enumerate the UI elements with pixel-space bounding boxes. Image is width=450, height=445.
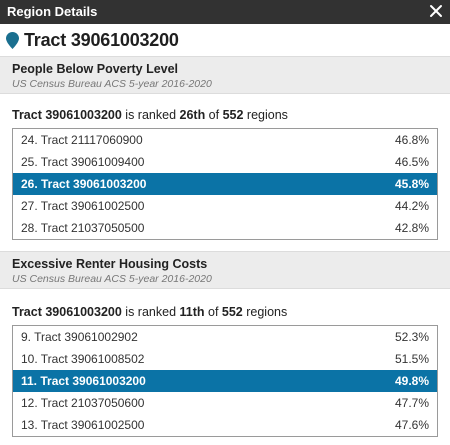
ranking-row[interactable]: 25. Tract 39061009400 46.5%	[13, 151, 437, 173]
ranking-row[interactable]: 24. Tract 21117060900 46.8%	[13, 129, 437, 151]
ranking-row[interactable]: 12. Tract 21037050600 47.7%	[13, 392, 437, 414]
region-name: Tract 39061003200	[24, 30, 179, 50]
ranking-row-name: 26. Tract 39061003200	[21, 177, 147, 191]
rank-summary: Tract 39061003200 is ranked 11th of 552 …	[12, 305, 287, 319]
ranking-row-value: 49.8%	[394, 374, 429, 388]
rank-text: is ranked	[121, 108, 180, 122]
rank-total: 552	[222, 108, 244, 122]
ranking-row-value: 52.3%	[394, 330, 429, 344]
ranking-row-name: 24. Tract 21117060900	[21, 133, 143, 147]
ranking-row[interactable]: 28. Tract 21037050500 42.8%	[13, 217, 437, 239]
rank-summary: Tract 39061003200 is ranked 26th of 552 …	[12, 108, 288, 122]
ranking-row-name: 11. Tract 39061003200	[21, 374, 146, 388]
ranking-row-value: 44.2%	[394, 199, 429, 213]
region-header: Tract 39061003200	[0, 24, 450, 56]
rank-value: 11th	[179, 305, 205, 319]
section-title: Excessive Renter Housing Costs	[12, 257, 208, 271]
ranking-row-name: 9. Tract 39061002902	[21, 330, 138, 344]
ranking-row-value: 47.7%	[394, 396, 429, 410]
ranking-row-name: 25. Tract 39061009400	[21, 155, 145, 169]
section-title: People Below Poverty Level	[12, 62, 179, 76]
ranking-row[interactable]: 13. Tract 39061002500 47.6%	[13, 414, 437, 436]
ranking-row-value: 51.5%	[394, 352, 429, 366]
window-titlebar: Region Details	[0, 0, 450, 24]
map-pin-icon	[6, 32, 19, 54]
rank-region: Tract 39061003200	[12, 108, 122, 122]
rank-region: Tract 39061003200	[12, 305, 122, 319]
section-header-renter-costs: Excessive Renter Housing Costs US Census…	[0, 251, 450, 289]
ranking-row[interactable]: 27. Tract 39061002500 44.2%	[13, 195, 437, 217]
ranking-row-value: 46.8%	[394, 133, 429, 147]
window-title: Region Details	[7, 4, 98, 19]
rank-value: 26th	[179, 108, 206, 122]
ranking-list[interactable]: 24. Tract 21117060900 46.8% 25. Tract 390…	[12, 128, 438, 240]
ranking-row-name: 12. Tract 21037050600	[21, 396, 145, 410]
rank-text: is ranked	[121, 305, 180, 319]
ranking-list[interactable]: 9. Tract 39061002902 52.3% 10. Tract 3906…	[12, 325, 438, 437]
rank-text: of	[205, 108, 223, 122]
ranking-row[interactable]: 10. Tract 39061008502 51.5%	[13, 348, 437, 370]
ranking-row-selected[interactable]: 26. Tract 39061003200 45.8%	[13, 173, 437, 195]
rank-total: 552	[221, 305, 243, 319]
ranking-row-name: 27. Tract 39061002500	[21, 199, 145, 213]
ranking-row-name: 10. Tract 39061008502	[21, 352, 145, 366]
ranking-row-value: 42.8%	[394, 221, 429, 235]
ranking-row-value: 46.5%	[394, 155, 429, 169]
section-header-poverty: People Below Poverty Level US Census Bur…	[0, 56, 450, 94]
ranking-row-name: 13. Tract 39061002500	[21, 418, 145, 432]
ranking-row[interactable]: 9. Tract 39061002902 52.3%	[13, 326, 437, 348]
rank-text: regions	[243, 108, 288, 122]
rank-text: of	[204, 305, 222, 319]
section-source: US Census Bureau ACS 5-year 2016-2020	[12, 273, 212, 285]
ranking-row-selected[interactable]: 11. Tract 39061003200 49.8%	[13, 370, 437, 392]
close-icon[interactable]	[428, 2, 444, 20]
ranking-row-value: 45.8%	[394, 177, 429, 191]
ranking-row-name: 28. Tract 21037050500	[21, 221, 145, 235]
rank-text: regions	[242, 305, 288, 319]
ranking-row-value: 47.6%	[394, 418, 429, 432]
section-source: US Census Bureau ACS 5-year 2016-2020	[12, 78, 212, 90]
